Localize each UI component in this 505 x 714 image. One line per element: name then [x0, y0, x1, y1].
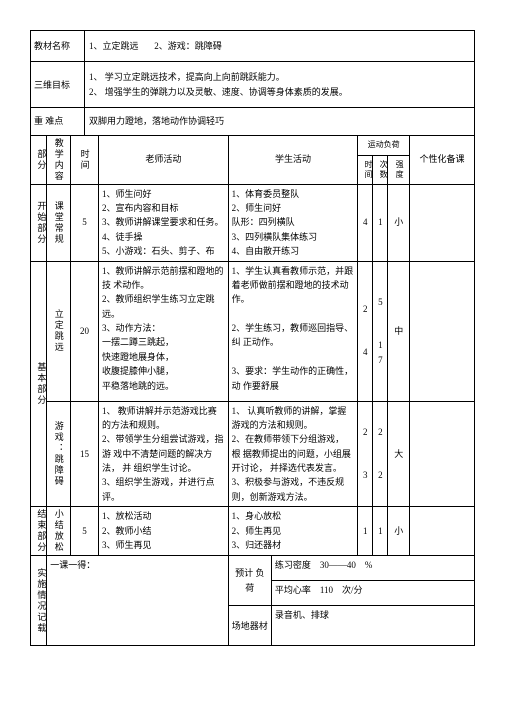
material-label: 教材名称 — [31, 31, 85, 62]
col-part: 部分 — [31, 135, 47, 184]
impl-label: 实施情况记载 — [31, 556, 47, 646]
density-row: 练习密度 30——40 % — [271, 556, 474, 581]
col-time: 时间 — [70, 135, 98, 184]
col-intensity: 强度 — [388, 155, 410, 184]
part1-r: 1 — [373, 184, 388, 261]
part2-personal2 — [410, 401, 475, 507]
material-value: 1、立定跳远 2、游戏：跳障碍 — [85, 31, 475, 62]
part2-teacher1: 1、教师讲解示范前摆和蹬地的技 术动作。 2、教师组织学生练习立定跳远。 3、动… — [99, 261, 229, 401]
hr-row: 平均心率 110 次/分 — [271, 581, 474, 606]
col-content: 教学内容 — [47, 135, 71, 184]
part2-teacher2: 1、 教师讲解并示范游戏比赛的方法和规则。 2、带领学生分组尝试游戏，指游 戏中… — [99, 401, 229, 507]
part2-student1: 1、学生认真看教师示范，并跟着老师做前摆和蹬地的技术动作。 2、学生练习，教师巡… — [228, 261, 358, 401]
part1-i: 小 — [388, 184, 410, 261]
part3-time: 5 — [70, 507, 98, 556]
part3-t: 1 — [358, 507, 373, 556]
goal-label: 三维目标 — [31, 62, 85, 108]
part3-r: 1 — [373, 507, 388, 556]
part1-content: 课堂常规 — [47, 184, 71, 261]
col-load: 运动负荷 — [358, 135, 410, 155]
col-subtime: 时间 — [358, 155, 373, 184]
part3-student: 1、身心放松 2、师生再见 3、归还器材 — [228, 507, 358, 556]
part2-time1: 20 — [70, 261, 98, 401]
part2-personal1 — [410, 261, 475, 401]
goal-2: 2、 增强学生的弹跳力以及灵敏、速度、协调等身体素质的发展。 — [89, 85, 470, 99]
difficulty-value: 双脚用力蹬地，落地动作协调轻巧 — [85, 108, 475, 135]
part2-time2: 15 — [70, 401, 98, 507]
part2-content2: 游戏：跳障碍 — [47, 401, 71, 507]
part1-time: 5 — [70, 184, 98, 261]
equip-label: 场地器材 — [228, 606, 271, 646]
part2-i1: 中 — [388, 261, 410, 401]
part2-name: 基本部分 — [31, 261, 47, 507]
material-1: 1、立定跳远 — [89, 41, 139, 51]
difficulty-label: 重 难点 — [31, 108, 85, 135]
part2-r2: 2 2 — [373, 401, 388, 507]
part3-content: 小结放松 — [47, 507, 71, 556]
part2-t1: 2 4 — [358, 261, 373, 401]
part2-content1: 立定跳远 — [47, 261, 71, 401]
col-student: 学生活动 — [228, 135, 358, 184]
equip-value: 录音机、排球 — [271, 606, 474, 646]
part3-name: 结束部分 — [31, 507, 47, 556]
part3-teacher: 1、放松活动 2、教师小结 3、师生再见 — [99, 507, 229, 556]
part1-name: 开始部分 — [31, 184, 47, 261]
forecast-label: 预计 负荷 — [228, 556, 271, 606]
col-teacher: 老师活动 — [99, 135, 229, 184]
material-2: 2、游戏：跳障碍 — [154, 41, 222, 51]
part2-i2: 大 — [388, 401, 410, 507]
goal-value: 1、 学习立定跳远技术，提高向上向前跳跃能力。 2、 增强学生的弹跳力以及灵敏、… — [85, 62, 475, 108]
part1-teacher: 1、师生问好 2、宣布内容和目标 3、教师讲解课堂要求和任务。 4、徒手操 5、… — [99, 184, 229, 261]
lesson-plan-table: 教材名称 1、立定跳远 2、游戏：跳障碍 三维目标 1、 学习立定跳远技术，提高… — [30, 30, 475, 646]
part2-student2: 1、 认真听教师的讲解，掌握游戏的方法和规则。 2、在教师带领下分组游戏， 根 … — [228, 401, 358, 507]
part1-student: 1、体育委员整队 2、师生问好 队形：四列横队 3、四列横队集体练习 4、自由散… — [228, 184, 358, 261]
part3-personal — [410, 507, 475, 556]
col-personal: 个性化备课 — [410, 135, 475, 184]
col-reps: 次数 — [373, 155, 388, 184]
part2-r1: 5 1 7 — [373, 261, 388, 401]
lesson-notes: 一课一得： — [47, 556, 228, 646]
part1-t: 4 — [358, 184, 373, 261]
part2-t2: 2 3 — [358, 401, 373, 507]
part1-personal — [410, 184, 475, 261]
part3-i: 小 — [388, 507, 410, 556]
goal-1: 1、 学习立定跳远技术，提高向上向前跳跃能力。 — [89, 70, 470, 84]
